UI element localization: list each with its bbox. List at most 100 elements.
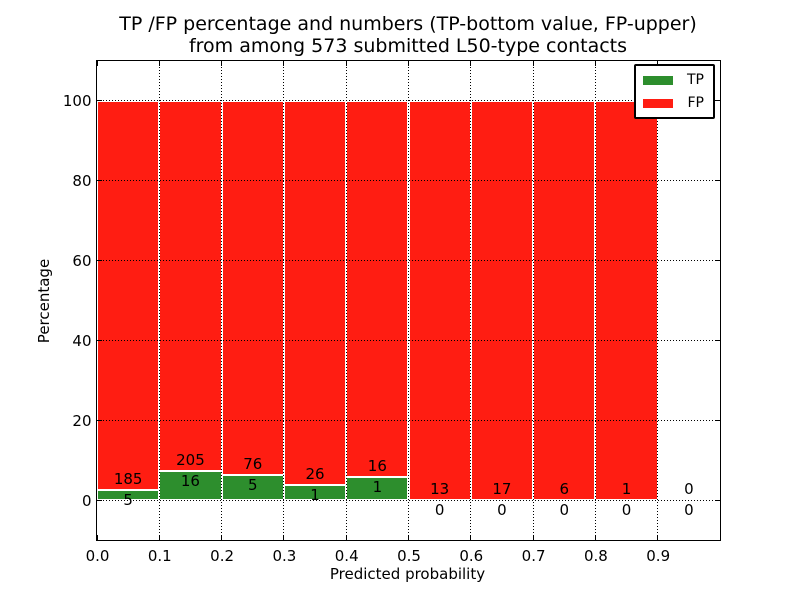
fp-count-label: 205 [176,451,205,470]
y-tick-label: 40 [72,331,92,350]
x-tick-mark-top [158,61,160,66]
x-tick-label: 0.5 [397,546,421,565]
tp-legend-label: TP [687,72,704,88]
x-tick-label: 0.8 [583,546,608,565]
y-tick-mark [97,339,102,341]
x-tick-mark-top [345,61,347,66]
y-tick-label: 20 [72,411,92,430]
y-tick-label: 0 [81,491,92,510]
y-gridline [97,260,720,262]
fp-bar-segment [595,100,658,501]
tp-count-label: 1 [372,477,383,496]
fp-count-label: 6 [559,480,570,499]
tp-bar-segment [346,476,409,501]
x-tick-label: 0.4 [334,546,359,565]
y-tick-mark [97,260,102,262]
chart-title-line-2: from among 573 submitted L50-type contac… [188,35,628,57]
x-gridline [657,61,659,540]
fp-bar-segment [346,100,409,477]
y-gridline [97,419,720,421]
y-gridline [97,339,720,341]
x-tick-label: 0.2 [210,546,235,565]
fp-count-label: 13 [430,480,450,499]
fp-count-label: 185 [113,469,143,488]
x-tick-mark [470,535,472,540]
x-tick-mark-top [594,61,596,66]
x-tick-mark-top [96,61,98,66]
fp-count-label: 1 [621,480,632,499]
y-tick-mark [97,499,102,501]
x-tick-label: 0.1 [147,546,172,565]
fp-legend-label: FP [687,95,705,111]
x-tick-mark-top [221,61,223,66]
x-tick-mark-top [470,61,472,66]
y-tick-mark [97,419,102,421]
tp-count-label: 0 [434,501,445,520]
x-tick-label: 0.9 [646,546,671,565]
x-gridline [408,61,409,540]
tp-count-label: 5 [123,490,133,509]
x-tick-mark [532,535,534,540]
x-tick-mark-top [408,61,409,66]
x-gridline [283,61,285,540]
x-tick-label: 0.0 [85,546,110,565]
y-tick-mark-right [715,499,720,501]
fp-legend-swatch [643,98,673,108]
x-tick-mark [221,535,223,540]
x-gridline [532,61,534,540]
chart-title: TP /FP percentage and numbers (TP-bottom… [88,13,728,57]
x-gridline [470,61,472,540]
x-gridline [158,61,160,540]
y-gridline [97,100,720,102]
y-tick-mark [97,180,102,182]
x-tick-mark [408,535,409,540]
y-tick-mark-right [715,180,720,182]
tp-count-label: 0 [684,501,694,520]
fp-bar-segment [408,100,471,501]
y-tick-label: 100 [62,92,92,111]
fp-bar-segment [97,100,160,490]
x-gridline [221,61,223,540]
x-tick-label: 0.7 [521,546,546,565]
tp-count-label: 1 [310,486,320,505]
x-tick-mark-top [283,61,285,66]
y-tick-label: 80 [72,172,92,191]
tp-count-label: 0 [559,501,570,520]
x-tick-label: 0.3 [272,546,297,565]
tp-bar-segment [159,471,222,501]
y-gridline [97,180,720,182]
x-tick-mark [657,535,659,540]
fp-bar-segment [159,100,222,472]
x-tick-label: 0.6 [459,546,484,565]
y-tick-mark-right [715,100,720,102]
legend-row-tp: TP [643,73,704,87]
fp-count-label: 76 [243,455,263,474]
fp-count-label: 17 [492,480,512,499]
fp-bar-segment [470,100,534,501]
fp-bar-segment [533,100,596,501]
y-tick-label: 60 [72,252,92,271]
x-tick-mark [283,535,285,540]
y-gridline [97,499,720,501]
fp-bar-segment [283,100,347,486]
plot-area: 185 5 205 16 76 5 26 1 16 1 13 0 17 0 6 0 1 0 0 0 TP FP [96,60,721,541]
chart-title-line-1: TP /FP percentage and numbers (TP-bottom… [119,13,697,35]
x-tick-mark-top [532,61,534,66]
x-tick-mark [345,535,347,540]
fp-count-label: 16 [367,456,387,475]
x-gridline [594,61,596,540]
x-tick-mark-top [657,61,659,66]
legend: TP FP [634,64,715,119]
fp-bar-segment [221,100,284,476]
y-axis-label: Percentage [35,258,53,344]
fp-count-label: 26 [305,465,325,484]
y-tick-mark-right [715,419,720,421]
tp-count-label: 0 [621,501,632,520]
x-tick-mark [96,535,98,540]
tp-count-label: 16 [180,472,200,491]
tp-count-label: 0 [497,501,507,520]
legend-row-fp: FP [643,96,704,110]
x-axis-label: Predicted probability [329,565,486,583]
x-gridline [345,61,347,540]
